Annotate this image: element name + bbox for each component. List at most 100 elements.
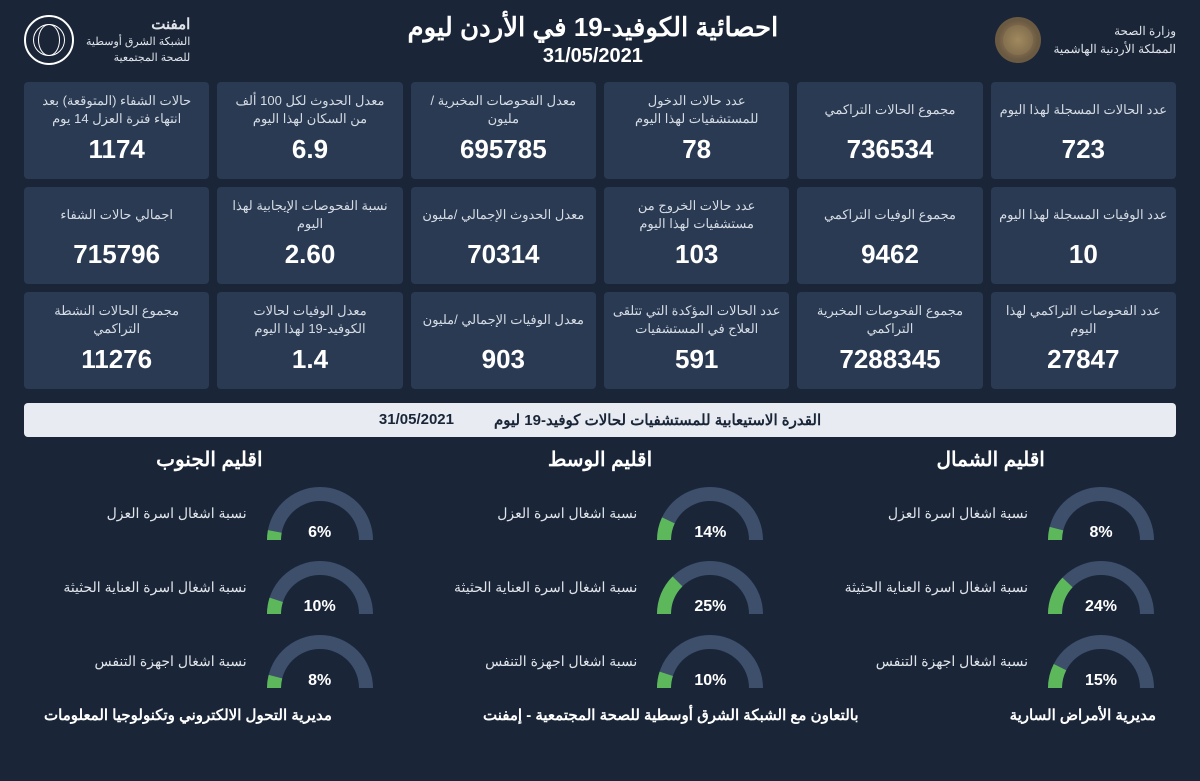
stat-card: عدد الحالات المؤكدة التي تتلقى العلاج في… — [604, 292, 789, 389]
stat-label: عدد حالات الدخول للمستشفيات لهذا اليوم — [612, 92, 781, 128]
stat-value: 591 — [612, 344, 781, 375]
stat-value: 103 — [612, 239, 781, 270]
gauge-row: 6% نسبة اشغال اسرة العزل — [24, 478, 395, 548]
stat-card: مجموع الحالات النشطة التراكمي 11276 — [24, 292, 209, 389]
stat-card: معدل الحدوث الإجمالي /مليون 70314 — [411, 187, 596, 284]
stat-card: معدل الوفيات الإجمالي /مليون 903 — [411, 292, 596, 389]
region-title: اقليم الوسط — [415, 447, 786, 472]
gauge-label: نسبة اشغال اجهزة التنفس — [34, 652, 255, 670]
stat-card: عدد حالات الخروج من مستشفيات لهذا اليوم 1… — [604, 187, 789, 284]
gauge-percent: 6% — [255, 524, 385, 542]
stat-card: اجمالي حالات الشفاء715796 — [24, 187, 209, 284]
capacity-banner: القدرة الاستيعابية للمستشفيات لحالات كوف… — [24, 403, 1176, 437]
region-column: اقليم الجنوب 6% نسبة اشغال اسرة العزل 10… — [24, 447, 395, 700]
report-date: 31/05/2021 — [190, 45, 995, 68]
gauge-percent: 15% — [1036, 672, 1166, 690]
footer: مديرية الأمراض السارية بالتعاون مع الشبك… — [24, 706, 1176, 724]
gauge-label: نسبة اشغال اجهزة التنفس — [815, 652, 1036, 670]
network-line2: الشبكة الشرق أوسطية — [86, 35, 190, 50]
gauge-row: 25% نسبة اشغال اسرة العناية الحثيثة — [415, 552, 786, 622]
stat-card: عدد الفحوصات التراكمي لهذا اليوم 27847 — [991, 292, 1176, 389]
jordan-crest-icon — [995, 17, 1041, 63]
gauge-label: نسبة اشغال اسرة العناية الحثيثة — [815, 578, 1036, 596]
gauge: 10% — [255, 552, 385, 622]
stat-card: حالات الشفاء (المتوقعة) بعد انتهاء فترة … — [24, 82, 209, 179]
stat-value: 7288345 — [805, 344, 974, 375]
stat-label: عدد الحالات المؤكدة التي تتلقى العلاج في… — [612, 302, 781, 338]
stat-value: 70314 — [419, 239, 588, 270]
stat-card: معدل الحدوث لكل 100 ألف من السكان لهذا ا… — [217, 82, 402, 179]
stat-card: معدل الفحوصات المخبرية /مليون 695785 — [411, 82, 596, 179]
stat-card: مجموع الوفيات التراكمي9462 — [797, 187, 982, 284]
gauge-label: نسبة اشغال اسرة العزل — [425, 504, 646, 522]
stat-card: مجموع الحالات التراكمي 736534 — [797, 82, 982, 179]
stats-grid: عدد الحالات المسجلة لهذا اليوم 723 مجموع ا… — [24, 82, 1176, 389]
capacity-date: 31/05/2021 — [379, 411, 454, 429]
stat-value: 6.9 — [225, 134, 394, 165]
stat-value: 723 — [999, 134, 1168, 165]
stat-value: 695785 — [419, 134, 588, 165]
gauge-label: نسبة اشغال اسرة العناية الحثيثة — [34, 578, 255, 596]
stat-label: مجموع الحالات النشطة التراكمي — [32, 302, 201, 338]
ministry-block: وزارة الصحة المملكة الأردنية الهاشمية — [995, 17, 1176, 63]
footer-left: مديرية التحول الالكتروني وتكنولوجيا المع… — [44, 706, 332, 724]
stat-value: 736534 — [805, 134, 974, 165]
region-column: اقليم الشمال 8% نسبة اشغال اسرة العزل 24… — [805, 447, 1176, 700]
stat-label: عدد حالات الخروج من مستشفيات لهذا اليوم — [612, 197, 781, 233]
gauge-row: 10% نسبة اشغال اسرة العناية الحثيثة — [24, 552, 395, 622]
gauge: 6% — [255, 478, 385, 548]
stat-card: مجموع الفحوصات المخبرية التراكمي 7288345 — [797, 292, 982, 389]
gauge-row: 14% نسبة اشغال اسرة العزل — [415, 478, 786, 548]
stat-card: نسبة الفحوصات الإيجابية لهذا اليوم 2.60 — [217, 187, 402, 284]
gauge-percent: 10% — [255, 598, 385, 616]
capacity-text: القدرة الاستيعابية للمستشفيات لحالات كوف… — [494, 411, 821, 429]
stat-value: 9462 — [805, 239, 974, 270]
gauge-percent: 14% — [645, 524, 775, 542]
stat-card: عدد الحالات المسجلة لهذا اليوم 723 — [991, 82, 1176, 179]
stat-label: معدل الفحوصات المخبرية /مليون — [419, 92, 588, 128]
stat-label: معدل الوفيات لحالات الكوفيد-19 لهذا اليو… — [225, 302, 394, 338]
stat-value: 27847 — [999, 344, 1168, 375]
gauge-label: نسبة اشغال اسرة العناية الحثيثة — [425, 578, 646, 596]
stat-label: حالات الشفاء (المتوقعة) بعد انتهاء فترة … — [32, 92, 201, 128]
footer-center: بالتعاون مع الشبكة الشرق أوسطية للصحة ال… — [483, 706, 859, 724]
regions-grid: اقليم الشمال 8% نسبة اشغال اسرة العزل 24… — [24, 447, 1176, 700]
gauge-row: 15% نسبة اشغال اجهزة التنفس — [805, 626, 1176, 696]
stat-card: عدد الوفيات المسجلة لهذا اليوم10 — [991, 187, 1176, 284]
ministry-line1: وزارة الصحة — [1053, 22, 1176, 40]
stat-label: عدد الفحوصات التراكمي لهذا اليوم — [999, 302, 1168, 338]
stat-label: معدل الحدوث الإجمالي /مليون — [419, 197, 588, 233]
stat-value: 715796 — [32, 239, 201, 270]
ministry-line2: المملكة الأردنية الهاشمية — [1053, 40, 1176, 58]
gauge-percent: 8% — [255, 672, 385, 690]
gauge-row: 10% نسبة اشغال اجهزة التنفس — [415, 626, 786, 696]
gauge-percent: 25% — [645, 598, 775, 616]
stat-card: عدد حالات الدخول للمستشفيات لهذا اليوم 78 — [604, 82, 789, 179]
stat-label: عدد الحالات المسجلة لهذا اليوم — [999, 92, 1168, 128]
gauge: 8% — [255, 626, 385, 696]
gauge: 14% — [645, 478, 775, 548]
stat-label: مجموع الفحوصات المخبرية التراكمي — [805, 302, 974, 338]
gauge: 25% — [645, 552, 775, 622]
stat-value: 78 — [612, 134, 781, 165]
network-line3: للصحة المجتمعية — [86, 51, 190, 66]
stat-label: معدل الحدوث لكل 100 ألف من السكان لهذا ا… — [225, 92, 394, 128]
stat-label: معدل الوفيات الإجمالي /مليون — [419, 302, 588, 338]
stat-value: 1174 — [32, 134, 201, 165]
stat-value: 903 — [419, 344, 588, 375]
gauge: 8% — [1036, 478, 1166, 548]
stat-label: مجموع الحالات التراكمي — [805, 92, 974, 128]
gauge-label: نسبة اشغال اسرة العزل — [34, 504, 255, 522]
stat-value: 11276 — [32, 344, 201, 375]
network-block: امفنت الشبكة الشرق أوسطية للصحة المجتمعي… — [24, 14, 190, 66]
region-title: اقليم الشمال — [805, 447, 1176, 472]
gauge-percent: 8% — [1036, 524, 1166, 542]
stat-label: نسبة الفحوصات الإيجابية لهذا اليوم — [225, 197, 394, 233]
gauge-percent: 10% — [645, 672, 775, 690]
region-column: اقليم الوسط 14% نسبة اشغال اسرة العزل 25… — [415, 447, 786, 700]
stat-value: 1.4 — [225, 344, 394, 375]
gauge: 24% — [1036, 552, 1166, 622]
stat-value: 2.60 — [225, 239, 394, 270]
footer-right: مديرية الأمراض السارية — [1010, 706, 1156, 724]
gauge-row: 8% نسبة اشغال اجهزة التنفس — [24, 626, 395, 696]
